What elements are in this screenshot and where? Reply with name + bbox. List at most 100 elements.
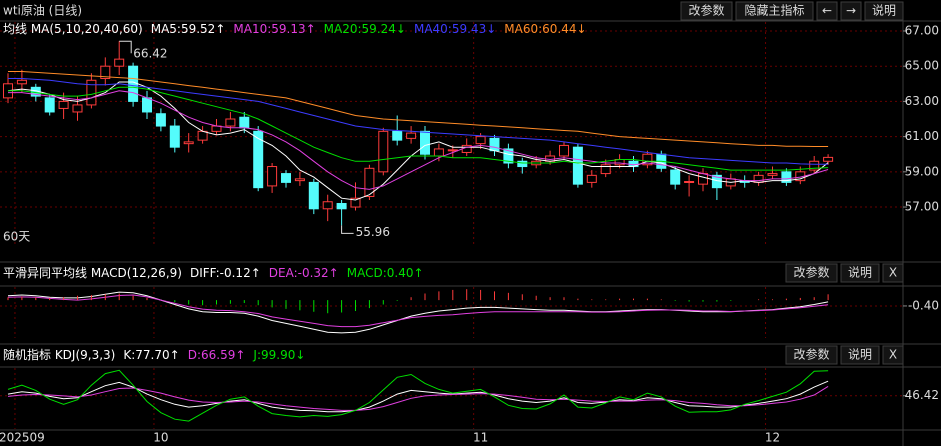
candle-body <box>114 58 125 67</box>
candle-body <box>753 174 764 183</box>
button[interactable]: X <box>882 263 904 283</box>
button[interactable]: → <box>840 1 862 21</box>
button-label[interactable]: 说明 <box>848 265 872 280</box>
candle-body <box>239 116 250 129</box>
button-label[interactable]: 改参数 <box>793 347 829 362</box>
candle-body <box>698 173 708 185</box>
button-bg[interactable] <box>882 263 904 283</box>
series-line <box>7 369 829 422</box>
button[interactable]: ← <box>816 1 838 21</box>
candle-body <box>58 100 69 109</box>
y-tick-label: 57.00 <box>905 200 939 214</box>
button[interactable]: 说明 <box>840 263 880 283</box>
button-bg[interactable] <box>735 1 814 21</box>
x-tick-label: 10 <box>153 431 168 445</box>
series-line <box>7 291 829 334</box>
candle-body <box>420 130 430 155</box>
panel-title: 均线 MA(5,10,20,40,60) <box>3 22 143 36</box>
candle-body <box>281 173 291 183</box>
candle-body <box>267 166 278 187</box>
candle-body <box>586 174 597 183</box>
x-tick-label: 11 <box>473 431 488 445</box>
button-label[interactable]: 说明 <box>872 3 896 18</box>
y-tick-label: 59.00 <box>905 164 939 178</box>
legend-entry: J:99.90↓ <box>252 348 305 362</box>
legend-entry: MA10:59.13↑ <box>233 22 315 36</box>
legend-entry: DEA:-0.32↑ <box>269 266 339 280</box>
legend-entry: MA40:59.43↓ <box>414 22 496 36</box>
candle-body <box>336 203 347 210</box>
button[interactable]: 改参数 <box>785 263 838 283</box>
legend-entry: MA5:59.52↑ <box>151 22 226 36</box>
candle-body <box>392 130 403 141</box>
button-bg[interactable] <box>840 263 880 283</box>
candle-body <box>72 104 83 113</box>
candle-body <box>350 197 361 208</box>
candle-body <box>308 181 319 210</box>
button[interactable]: 隐藏主指标 <box>735 1 814 21</box>
candle-body <box>767 173 778 176</box>
button-label[interactable]: 说明 <box>848 347 872 362</box>
separators <box>0 20 941 446</box>
button[interactable]: 说明 <box>864 1 904 21</box>
series-line <box>7 380 829 413</box>
button-label[interactable]: 改参数 <box>793 265 829 280</box>
legend-entry: D:66.59↑ <box>188 348 246 362</box>
candle-body <box>86 79 97 106</box>
candle-body <box>475 136 486 145</box>
button-label[interactable]: X <box>889 266 897 280</box>
candle-body <box>489 137 500 152</box>
series-line <box>7 294 829 328</box>
candle-body <box>406 132 417 139</box>
annotation-leader <box>341 225 354 234</box>
button-label[interactable]: 改参数 <box>688 3 724 18</box>
panel-title: 平滑异同平均线 MACD(12,26,9) <box>3 266 182 280</box>
button-bg[interactable] <box>785 263 838 283</box>
panel-header: 随机指标 KDJ(9,3,3) K:77.70↑ D:66.59↑ J:99.90↓ <box>3 347 305 362</box>
candle-body <box>781 171 792 183</box>
button-bg[interactable] <box>882 345 904 365</box>
panel-header: 均线 MA(5,10,20,40,60) MA5:59.52↑ MA10:59.13… <box>3 22 587 36</box>
button-label[interactable]: → <box>846 4 856 18</box>
candle-body <box>155 113 166 127</box>
candle-body <box>253 130 264 189</box>
annotation-leader <box>119 40 132 54</box>
button-label[interactable]: ← <box>822 4 832 18</box>
x-tick-label: 202509 <box>0 431 45 445</box>
button[interactable]: X <box>882 345 904 365</box>
candle-body <box>16 79 27 85</box>
max-annotation: 66.42 <box>133 47 167 61</box>
candle-body <box>322 201 333 210</box>
period-label: 60天 <box>3 230 30 244</box>
button-bg[interactable] <box>840 1 862 21</box>
candle-body <box>197 130 208 141</box>
button[interactable]: 说明 <box>840 345 880 365</box>
button-label[interactable]: 隐藏主指标 <box>744 3 804 18</box>
button-bg[interactable] <box>816 1 838 21</box>
y-tick-label: 61.00 <box>905 129 939 143</box>
button-bg[interactable] <box>840 345 880 365</box>
candle-body <box>447 149 458 152</box>
button-bg[interactable] <box>680 1 733 21</box>
candle-body <box>364 167 375 197</box>
candle-body <box>642 153 653 166</box>
candle-body <box>183 141 194 145</box>
button-bg[interactable] <box>785 345 838 365</box>
series-line <box>8 78 829 165</box>
candle-body <box>44 97 55 113</box>
candle-body <box>559 144 569 157</box>
y-tick-label: 67.00 <box>905 23 939 37</box>
candle-body <box>670 169 681 185</box>
button[interactable]: 改参数 <box>785 345 838 365</box>
button-label[interactable]: X <box>889 348 897 362</box>
series-line <box>8 71 829 147</box>
legend-entry: DIFF:-0.12↑ <box>190 266 261 280</box>
button[interactable]: 改参数 <box>680 1 733 21</box>
button-bg[interactable] <box>864 1 904 21</box>
candle-body <box>169 125 180 148</box>
series-line <box>7 81 829 201</box>
candle-body <box>294 178 305 182</box>
